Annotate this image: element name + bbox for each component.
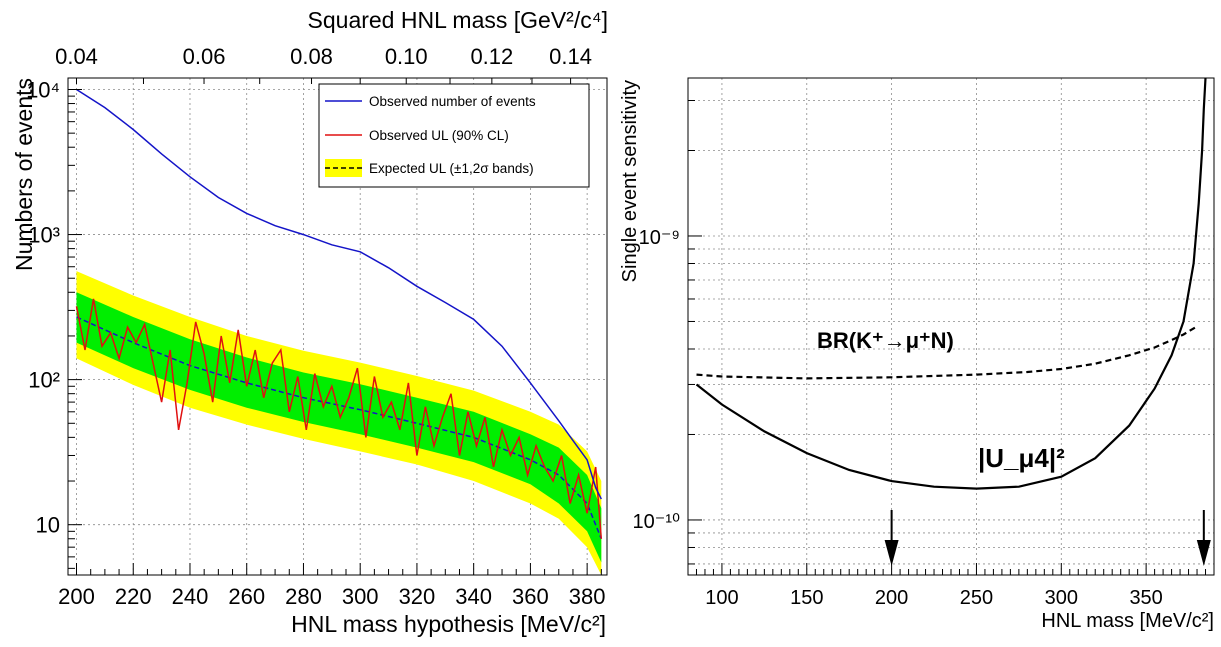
- right-plot-frame: [687, 77, 1215, 576]
- series-br: [696, 325, 1198, 380]
- y-tick-label: 10: [36, 513, 60, 538]
- series-observed-events: [76, 88, 602, 500]
- right-chart: 100 150 200 250 300 350 10⁻¹⁰ 10⁻⁹ Single event…: [619, 77, 1215, 632]
- x-tick-label: 300: [1045, 587, 1078, 609]
- y-tick-label: 10⁴: [26, 77, 60, 102]
- left-legend: Observed number of events Observed UL (9…: [318, 83, 590, 188]
- arrow-head: [884, 540, 899, 566]
- left-y-axis-label: Numbers of events: [11, 78, 37, 271]
- annotation-br: BR(K⁺→μ⁺N): [817, 328, 954, 353]
- right-y-axis-label: Single event sensitivity: [619, 80, 641, 282]
- x-tick-label: 380: [569, 584, 606, 609]
- right-x-axis-label: HNL mass [MeV/c²]: [1041, 610, 1214, 632]
- top-axis-tick-label: 0.04: [55, 44, 98, 69]
- y-tick-label: 10²: [28, 368, 60, 393]
- arrow-head: [1196, 540, 1211, 566]
- x-tick-label: 340: [455, 584, 492, 609]
- x-tick-label: 200: [58, 584, 95, 609]
- series-expected-ul: [76, 316, 602, 540]
- x-tick-label: 240: [172, 584, 209, 609]
- annotation-u-mu4: |U_μ4|²: [978, 443, 1065, 473]
- x-tick-label: 360: [512, 584, 549, 609]
- x-tick-label: 220: [115, 584, 152, 609]
- legend-box: [318, 83, 590, 188]
- y-tick-label: 10⁻¹⁰: [633, 511, 680, 533]
- legend-label-observed-events: Observed number of events: [369, 94, 536, 109]
- left-top-axis-label: Squared HNL mass [GeV²/c⁴]: [308, 7, 608, 33]
- x-tick-label: 200: [875, 587, 908, 609]
- x-tick-label: 100: [705, 587, 738, 609]
- top-axis-tick-label: 0.14: [549, 44, 592, 69]
- x-tick-label: 320: [399, 584, 436, 609]
- x-tick-label: 300: [342, 584, 379, 609]
- x-tick-label: 260: [228, 584, 265, 609]
- top-axis-tick-label: 0.12: [470, 44, 513, 69]
- left-chart: 200 220 240 260 280 300 320 340 360 380 10 10² 10³ 10…: [11, 7, 608, 637]
- top-axis-tick-label: 0.08: [290, 44, 333, 69]
- left-x-axis-label: HNL mass hypothesis [MeV/c²]: [291, 611, 606, 637]
- x-tick-label: 250: [960, 587, 993, 609]
- legend-label-observed-ul: Observed UL (90% CL): [369, 128, 509, 143]
- y-tick-label: 10⁻⁹: [639, 227, 680, 249]
- x-tick-label: 280: [285, 584, 322, 609]
- top-axis-tick-label: 0.10: [385, 44, 428, 69]
- series-observed-ul: [75, 298, 603, 539]
- series-u-mu4: [695, 77, 1207, 490]
- legend-label-expected-ul: Expected UL (±1,2σ bands): [369, 161, 534, 176]
- y-tick-label: 10³: [28, 223, 60, 248]
- band-1sigma: [76, 292, 602, 563]
- x-tick-label: 350: [1129, 587, 1162, 609]
- x-tick-label: 150: [790, 587, 823, 609]
- top-axis-tick-label: 0.06: [183, 44, 226, 69]
